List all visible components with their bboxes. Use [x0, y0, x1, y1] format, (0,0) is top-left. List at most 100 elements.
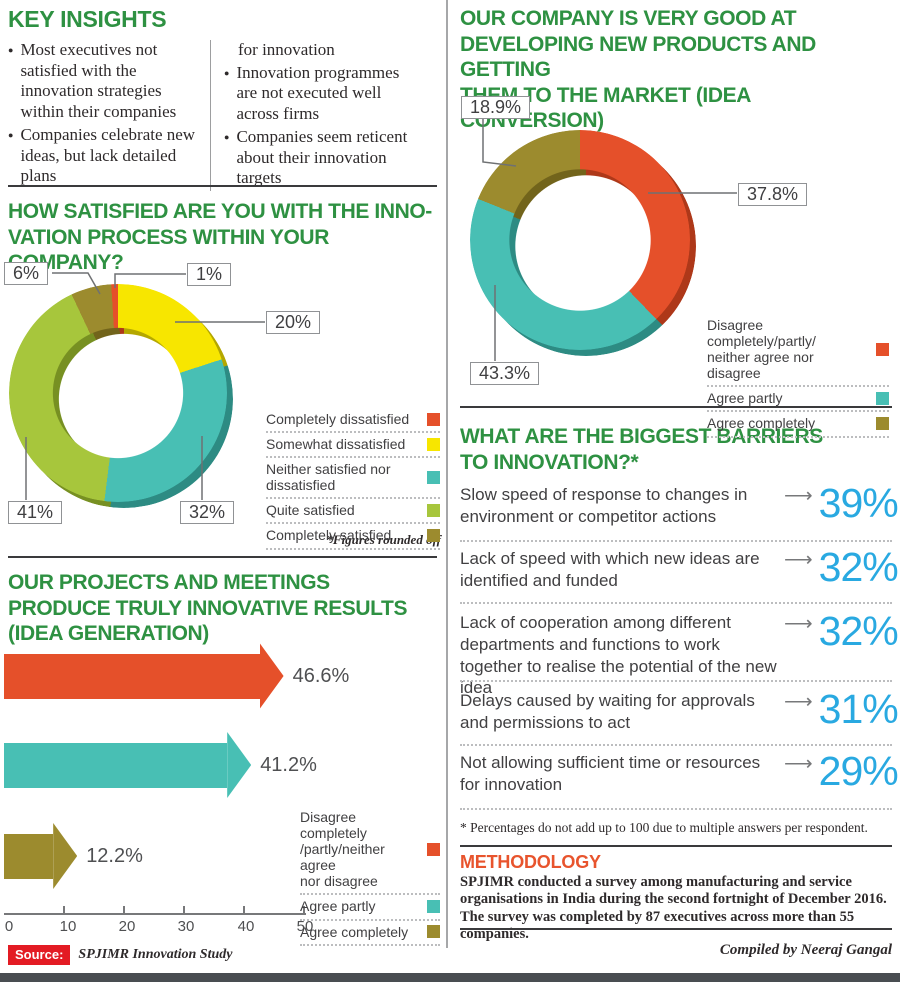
key-insights-col1: ● Most executives not satisfied with the …: [8, 40, 210, 191]
x-axis: [4, 913, 306, 915]
legend-item: Agree partly: [707, 387, 889, 413]
source-text: SPJIMR Innovation Study: [78, 947, 233, 962]
column-divider: [446, 0, 448, 948]
axis-tick-label: 0: [4, 918, 14, 935]
divider: [460, 845, 892, 847]
legend-item: Agree partly: [300, 895, 440, 921]
leader-lines: [482, 119, 737, 361]
list-item: ● Most executives not satisfied with the …: [8, 40, 177, 122]
satisfaction-legend: Completely dissatisfied Somewhat dissati…: [266, 408, 440, 550]
legend-swatch: [427, 925, 440, 939]
legend-swatch: [427, 900, 440, 914]
barrier-percentage: 32%: [818, 544, 899, 590]
barriers-footnote: * Percentages do not add up to 100 due t…: [460, 820, 868, 835]
callout-quite-satisfied: 41%: [8, 501, 63, 524]
figures-note: *Figures rounded off: [326, 532, 441, 547]
bar-body: [4, 742, 228, 788]
list-item: ● Companies seem reticent about their inn…: [224, 126, 408, 188]
methodology-text: SPJIMR conducted a survey among manufact…: [460, 874, 887, 943]
legend-swatch: [427, 470, 440, 484]
divider: [8, 556, 437, 558]
barrier-item: Slow speed of response to changes in env…: [460, 480, 899, 526]
legend-item: Disagree completely /partly/neither agre…: [300, 806, 440, 896]
barrier-item: Lack of cooperation among different depa…: [460, 608, 899, 698]
key-insights-col2: for innovation ● Innovation programmes ar…: [210, 40, 428, 192]
legend-item: Somewhat dissatisfied: [266, 433, 440, 459]
callout-disagree: 37.8%: [738, 183, 808, 206]
bar-body: [4, 653, 260, 699]
legend-item: Agree completely: [300, 921, 440, 946]
divider: [460, 744, 892, 746]
list-item: ● Companies celebrate new ideas, but lack…: [8, 124, 196, 186]
axis-tick-label: 10: [59, 918, 77, 935]
legend-item: Disagree completely/partly/ neither agre…: [707, 314, 889, 388]
axis-tick-label: 20: [118, 918, 136, 935]
legend-item: Agree completely: [707, 412, 889, 438]
legend-swatch: [427, 503, 440, 517]
key-insights-bullets: ● Most executives not satisfied with the …: [8, 40, 428, 192]
legend-swatch: [876, 391, 889, 405]
axis-tick-label: 40: [237, 918, 255, 935]
satisfaction-donut-chart: 6% 1% 20% 41% 32% Completely dissatisfie…: [0, 252, 446, 554]
divider: [460, 680, 892, 682]
axis-tick-label: 50: [296, 918, 314, 935]
idea-generation-title: OUR PROJECTS AND MEETINGS PRODUCE TRULY …: [8, 571, 408, 646]
legend-swatch: [427, 529, 440, 543]
bar-value-label: 41.2%: [260, 753, 317, 776]
bar-body: [4, 833, 54, 879]
barrier-percentage: 29%: [818, 748, 899, 794]
legend-swatch: [876, 417, 889, 431]
bullet-icon: ●: [8, 45, 14, 55]
axis-tick: [63, 906, 65, 913]
callout-agree-completely: 18.9%: [461, 96, 531, 119]
arrow-head-icon: [259, 643, 284, 709]
divider: [460, 928, 892, 930]
divider: [8, 185, 437, 187]
legend-swatch: [427, 412, 440, 426]
bar-value-label: 46.6%: [292, 664, 350, 687]
bullet-icon: ●: [224, 131, 230, 142]
barrier-item: Not allowing sufficient time or resource…: [460, 748, 899, 794]
callout-neither: 32%: [180, 501, 235, 524]
leader-lines: [25, 272, 265, 500]
satisfaction-chart-title: HOW SATISFIED ARE YOU WITH THE INNO- VAT…: [8, 200, 432, 275]
right-arrow-icon: ⟶: [784, 613, 813, 635]
axis-tick: [183, 906, 185, 913]
arrow-head-icon: [53, 823, 78, 889]
barrier-percentage: 32%: [818, 608, 899, 654]
barrier-item: Delays caused by waiting for approvals a…: [460, 686, 899, 732]
callout-somewhat-dissatisfied: 20%: [266, 311, 321, 334]
axis-tick: [123, 906, 125, 913]
bar-agree-partly: 41.2%: [4, 732, 317, 798]
arrow-head-icon: [227, 732, 252, 798]
bullet-icon: ●: [224, 67, 230, 78]
axis-tick-label: 30: [177, 918, 195, 935]
legend-swatch: [427, 437, 440, 451]
barrier-percentage: 39%: [818, 480, 899, 526]
right-arrow-icon: ⟶: [784, 753, 813, 775]
divider: [460, 406, 892, 408]
legend-item: Completely dissatisfied: [266, 408, 440, 434]
donut-ring: [9, 284, 227, 502]
donut-ring: [470, 130, 690, 350]
divider: [460, 808, 892, 810]
source-badge: Source:: [8, 945, 71, 965]
axis-tick: [243, 906, 245, 913]
divider: [460, 540, 892, 542]
idea-conversion-donut-chart: 18.9% 37.8% 43.3% Disagree completely/pa…: [460, 86, 894, 438]
bottom-bar: [0, 973, 900, 982]
bar-agree-completely: 12.2%: [4, 823, 143, 889]
legend-item: Quite satisfied: [266, 499, 440, 525]
bar-disagree: 46.6%: [4, 643, 349, 709]
bar-value-label: 12.2%: [86, 844, 143, 867]
callout-completely-dissatisfied: 1%: [187, 263, 232, 286]
callout-completely-satisfied: 6%: [4, 262, 49, 285]
bullet-icon: ●: [8, 129, 14, 140]
source-row: Source: SPJIMR Innovation Study: [8, 945, 232, 965]
axis-tick: [303, 906, 305, 913]
barrier-percentage: 31%: [818, 686, 899, 732]
legend-item: Completely satisfied: [266, 524, 440, 550]
right-arrow-icon: ⟶: [784, 549, 813, 571]
callout-agree-partly: 43.3%: [470, 362, 540, 385]
